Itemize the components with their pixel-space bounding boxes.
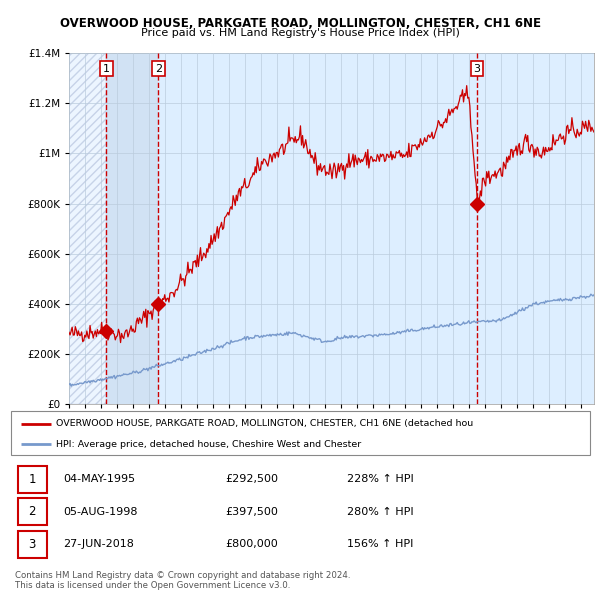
Text: 04-MAY-1995: 04-MAY-1995 bbox=[63, 474, 135, 484]
Text: 1: 1 bbox=[28, 473, 36, 486]
FancyBboxPatch shape bbox=[18, 498, 47, 526]
Text: 27-JUN-2018: 27-JUN-2018 bbox=[63, 539, 134, 549]
Text: 3: 3 bbox=[29, 538, 36, 551]
Text: 05-AUG-1998: 05-AUG-1998 bbox=[63, 507, 137, 517]
Bar bbox=[69, 53, 106, 404]
FancyBboxPatch shape bbox=[18, 466, 47, 493]
Text: 2: 2 bbox=[155, 64, 162, 74]
Text: £800,000: £800,000 bbox=[225, 539, 278, 549]
Text: 280% ↑ HPI: 280% ↑ HPI bbox=[347, 507, 413, 517]
Text: This data is licensed under the Open Government Licence v3.0.: This data is licensed under the Open Gov… bbox=[15, 581, 290, 589]
FancyBboxPatch shape bbox=[18, 530, 47, 558]
Text: Price paid vs. HM Land Registry's House Price Index (HPI): Price paid vs. HM Land Registry's House … bbox=[140, 28, 460, 38]
FancyBboxPatch shape bbox=[11, 411, 590, 455]
Text: £292,500: £292,500 bbox=[225, 474, 278, 484]
Text: OVERWOOD HOUSE, PARKGATE ROAD, MOLLINGTON, CHESTER, CH1 6NE (detached hou: OVERWOOD HOUSE, PARKGATE ROAD, MOLLINGTO… bbox=[56, 419, 473, 428]
Text: 1: 1 bbox=[103, 64, 110, 74]
Text: 228% ↑ HPI: 228% ↑ HPI bbox=[347, 474, 413, 484]
Text: 3: 3 bbox=[473, 64, 481, 74]
Text: Contains HM Land Registry data © Crown copyright and database right 2024.: Contains HM Land Registry data © Crown c… bbox=[15, 571, 350, 580]
Text: £397,500: £397,500 bbox=[225, 507, 278, 517]
Text: 156% ↑ HPI: 156% ↑ HPI bbox=[347, 539, 413, 549]
Bar bbox=[106, 53, 158, 404]
Text: OVERWOOD HOUSE, PARKGATE ROAD, MOLLINGTON, CHESTER, CH1 6NE: OVERWOOD HOUSE, PARKGATE ROAD, MOLLINGTO… bbox=[59, 17, 541, 30]
Text: HPI: Average price, detached house, Cheshire West and Chester: HPI: Average price, detached house, Ches… bbox=[56, 440, 361, 449]
Text: 2: 2 bbox=[28, 505, 36, 518]
